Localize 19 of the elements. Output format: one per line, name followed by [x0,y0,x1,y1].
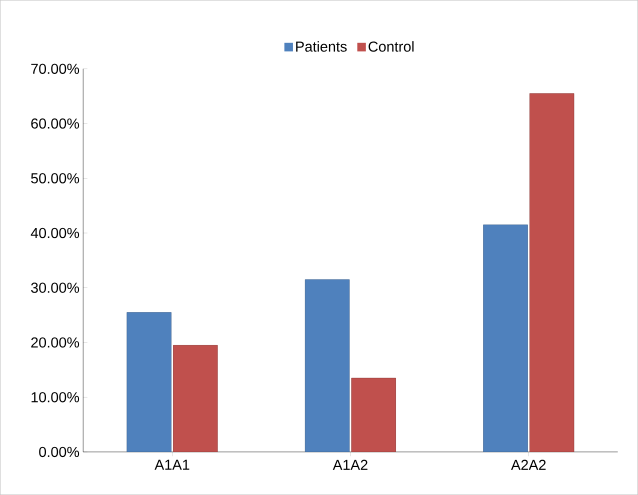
y-tick-label: 0.00% [39,446,80,458]
y-tick-label: 60.00% [31,118,80,129]
bar [529,93,574,452]
bar [351,378,396,452]
x-tick-label: A1A1 [154,460,190,470]
bar [304,279,350,452]
y-tick-label: 40.00% [30,228,80,238]
bar [483,224,528,452]
y-tick-label: 30.00% [31,282,80,293]
y-tick-label: 70.00% [31,64,80,74]
y-tick-label: 10.00% [32,392,80,402]
y-tick-label: 20.00% [31,337,80,348]
y-tick-label: 50.00% [31,173,80,184]
legend-label: Control [368,41,414,52]
x-tick-label: A1A2 [332,460,368,470]
legend-label: Patients [296,41,347,52]
bar [126,312,172,452]
bar [173,345,218,452]
x-tick-label: A2A2 [511,460,546,470]
